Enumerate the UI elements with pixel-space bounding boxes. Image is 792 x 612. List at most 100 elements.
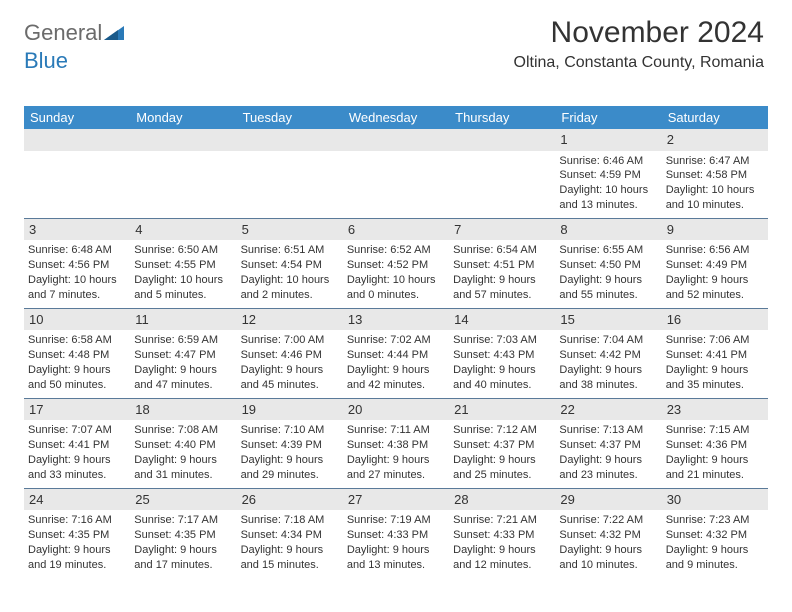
sunrise-text: Sunrise: 6:52 AM: [347, 243, 445, 258]
sunset-text: Sunset: 4:32 PM: [559, 528, 657, 543]
sunrise-text: Sunrise: 7:11 AM: [347, 423, 445, 438]
sunrise-text: Sunrise: 7:06 AM: [666, 333, 764, 348]
week-row: 1Sunrise: 6:46 AMSunset: 4:59 PMDaylight…: [24, 129, 768, 218]
day-cell: 24Sunrise: 7:16 AMSunset: 4:35 PMDayligh…: [24, 489, 130, 578]
day-number: 26: [237, 489, 343, 511]
daylight-text: Daylight: 9 hours and 12 minutes.: [453, 543, 551, 573]
sunrise-text: Sunrise: 7:08 AM: [134, 423, 232, 438]
sunrise-text: Sunrise: 6:50 AM: [134, 243, 232, 258]
day-cell: 22Sunrise: 7:13 AMSunset: 4:37 PMDayligh…: [555, 399, 661, 488]
sunrise-text: Sunrise: 6:55 AM: [559, 243, 657, 258]
weekday-header: Wednesday: [343, 106, 449, 129]
day-cell: 29Sunrise: 7:22 AMSunset: 4:32 PMDayligh…: [555, 489, 661, 578]
day-cell: 15Sunrise: 7:04 AMSunset: 4:42 PMDayligh…: [555, 309, 661, 398]
day-cell: 20Sunrise: 7:11 AMSunset: 4:38 PMDayligh…: [343, 399, 449, 488]
daylight-text: Daylight: 9 hours and 21 minutes.: [666, 453, 764, 483]
sunrise-text: Sunrise: 7:18 AM: [241, 513, 339, 528]
day-number: 10: [24, 309, 130, 331]
day-number: 29: [555, 489, 661, 511]
sunset-text: Sunset: 4:48 PM: [28, 348, 126, 363]
daylight-text: Daylight: 10 hours and 10 minutes.: [666, 183, 764, 213]
day-cell: 10Sunrise: 6:58 AMSunset: 4:48 PMDayligh…: [24, 309, 130, 398]
daylight-text: Daylight: 9 hours and 47 minutes.: [134, 363, 232, 393]
daylight-text: Daylight: 9 hours and 33 minutes.: [28, 453, 126, 483]
sunset-text: Sunset: 4:49 PM: [666, 258, 764, 273]
week-row: 10 Sunrise: 6:58 AMSunset: 4:48 PM Dayligh…: [24, 308, 768, 398]
day-cell: 12Sunrise: 7:00 AMSunset: 4:46 PMDayligh…: [237, 309, 343, 398]
day-number: 30: [662, 489, 768, 511]
day-number: 11: [130, 309, 236, 331]
day-number: 12: [237, 309, 343, 331]
daylight-text: Daylight: 9 hours and 17 minutes.: [134, 543, 232, 573]
daylight-text: Daylight: 9 hours and 55 minutes.: [559, 273, 657, 303]
day-number: 14: [449, 309, 555, 331]
day-cell: 18Sunrise: 7:08 AMSunset: 4:40 PMDayligh…: [130, 399, 236, 488]
day-number: 8: [555, 219, 661, 241]
day-cell: [130, 129, 236, 218]
day-cell: 6Sunrise: 6:52 AMSunset: 4:52 PMDaylight…: [343, 219, 449, 308]
sunrise-text: Sunrise: 6:56 AM: [666, 243, 764, 258]
daylight-text: Daylight: 9 hours and 40 minutes.: [453, 363, 551, 393]
day-number: 6: [343, 219, 449, 241]
day-number: 16: [662, 309, 768, 331]
daylight-text: Daylight: 9 hours and 15 minutes.: [241, 543, 339, 573]
daylight-text: Daylight: 9 hours and 35 minutes.: [666, 363, 764, 393]
day-cell: 27Sunrise: 7:19 AMSunset: 4:33 PMDayligh…: [343, 489, 449, 578]
day-number: 2: [662, 129, 768, 151]
sunset-text: Sunset: 4:33 PM: [453, 528, 551, 543]
sunrise-text: Sunrise: 7:02 AM: [347, 333, 445, 348]
sunset-text: Sunset: 4:59 PM: [559, 168, 657, 183]
weekday-header: Saturday: [662, 106, 768, 129]
daylight-text: Daylight: 10 hours and 2 minutes.: [241, 273, 339, 303]
day-cell: [237, 129, 343, 218]
day-number: 22: [555, 399, 661, 421]
sunset-text: Sunset: 4:34 PM: [241, 528, 339, 543]
week-row: 24Sunrise: 7:16 AMSunset: 4:35 PMDayligh…: [24, 488, 768, 578]
sunrise-text: Sunrise: 7:03 AM: [453, 333, 551, 348]
day-number: 25: [130, 489, 236, 511]
day-cell: 16Sunrise: 7:06 AMSunset: 4:41 PMDayligh…: [662, 309, 768, 398]
day-number: 7: [449, 219, 555, 241]
day-cell: 19Sunrise: 7:10 AMSunset: 4:39 PMDayligh…: [237, 399, 343, 488]
sunset-text: Sunset: 4:41 PM: [28, 438, 126, 453]
calendar-grid: SundayMondayTuesdayWednesdayThursdayFrid…: [24, 106, 768, 578]
sunset-text: Sunset: 4:56 PM: [28, 258, 126, 273]
day-number: [130, 129, 236, 151]
sunset-text: Sunset: 4:35 PM: [28, 528, 126, 543]
brand-logo: General Blue: [24, 20, 128, 74]
day-cell: 8 Sunrise: 6:55 AMSunset: 4:50 PMDaylight…: [555, 219, 661, 308]
day-cell: 30Sunrise: 7:23 AMSunset: 4:32 PMDayligh…: [662, 489, 768, 578]
daylight-text: Daylight: 9 hours and 38 minutes.: [559, 363, 657, 393]
day-cell: 14 Sunrise: 7:03 AMSunset: 4:43 PMDayligh…: [449, 309, 555, 398]
day-number: [343, 129, 449, 151]
day-cell: 11Sunrise: 6:59 AMSunset: 4:47 PMDayligh…: [130, 309, 236, 398]
sunrise-text: Sunrise: 7:22 AM: [559, 513, 657, 528]
sunset-text: Sunset: 4:32 PM: [666, 528, 764, 543]
sunrise-text: Sunrise: 6:58 AM: [28, 333, 126, 348]
sunrise-text: Sunrise: 7:13 AM: [559, 423, 657, 438]
day-cell: 26 Sunrise: 7:18 AMSunset: 4:34 PMDayligh…: [237, 489, 343, 578]
weekday-header: Sunday: [24, 106, 130, 129]
weekday-header: Monday: [130, 106, 236, 129]
sunset-text: Sunset: 4:38 PM: [347, 438, 445, 453]
day-cell: 1Sunrise: 6:46 AMSunset: 4:59 PMDaylight…: [555, 129, 661, 218]
sunset-text: Sunset: 4:42 PM: [559, 348, 657, 363]
sunset-text: Sunset: 4:43 PM: [453, 348, 551, 363]
day-cell: 17Sunrise: 7:07 AMSunset: 4:41 PMDayligh…: [24, 399, 130, 488]
brand-text-2: Blue: [24, 48, 68, 73]
sunset-text: Sunset: 4:33 PM: [347, 528, 445, 543]
sunset-text: Sunset: 4:46 PM: [241, 348, 339, 363]
day-number: 20: [343, 399, 449, 421]
day-number: [24, 129, 130, 151]
daylight-text: Daylight: 9 hours and 19 minutes.: [28, 543, 126, 573]
day-cell: [449, 129, 555, 218]
sunset-text: Sunset: 4:50 PM: [559, 258, 657, 273]
day-number: 13: [343, 309, 449, 331]
sunrise-text: Sunrise: 6:46 AM: [559, 154, 657, 169]
sunset-text: Sunset: 4:44 PM: [347, 348, 445, 363]
day-number: 19: [237, 399, 343, 421]
day-cell: 13Sunrise: 7:02 AMSunset: 4:44 PMDayligh…: [343, 309, 449, 398]
week-row: 17Sunrise: 7:07 AMSunset: 4:41 PMDayligh…: [24, 398, 768, 488]
sunset-text: Sunset: 4:58 PM: [666, 168, 764, 183]
sunset-text: Sunset: 4:40 PM: [134, 438, 232, 453]
